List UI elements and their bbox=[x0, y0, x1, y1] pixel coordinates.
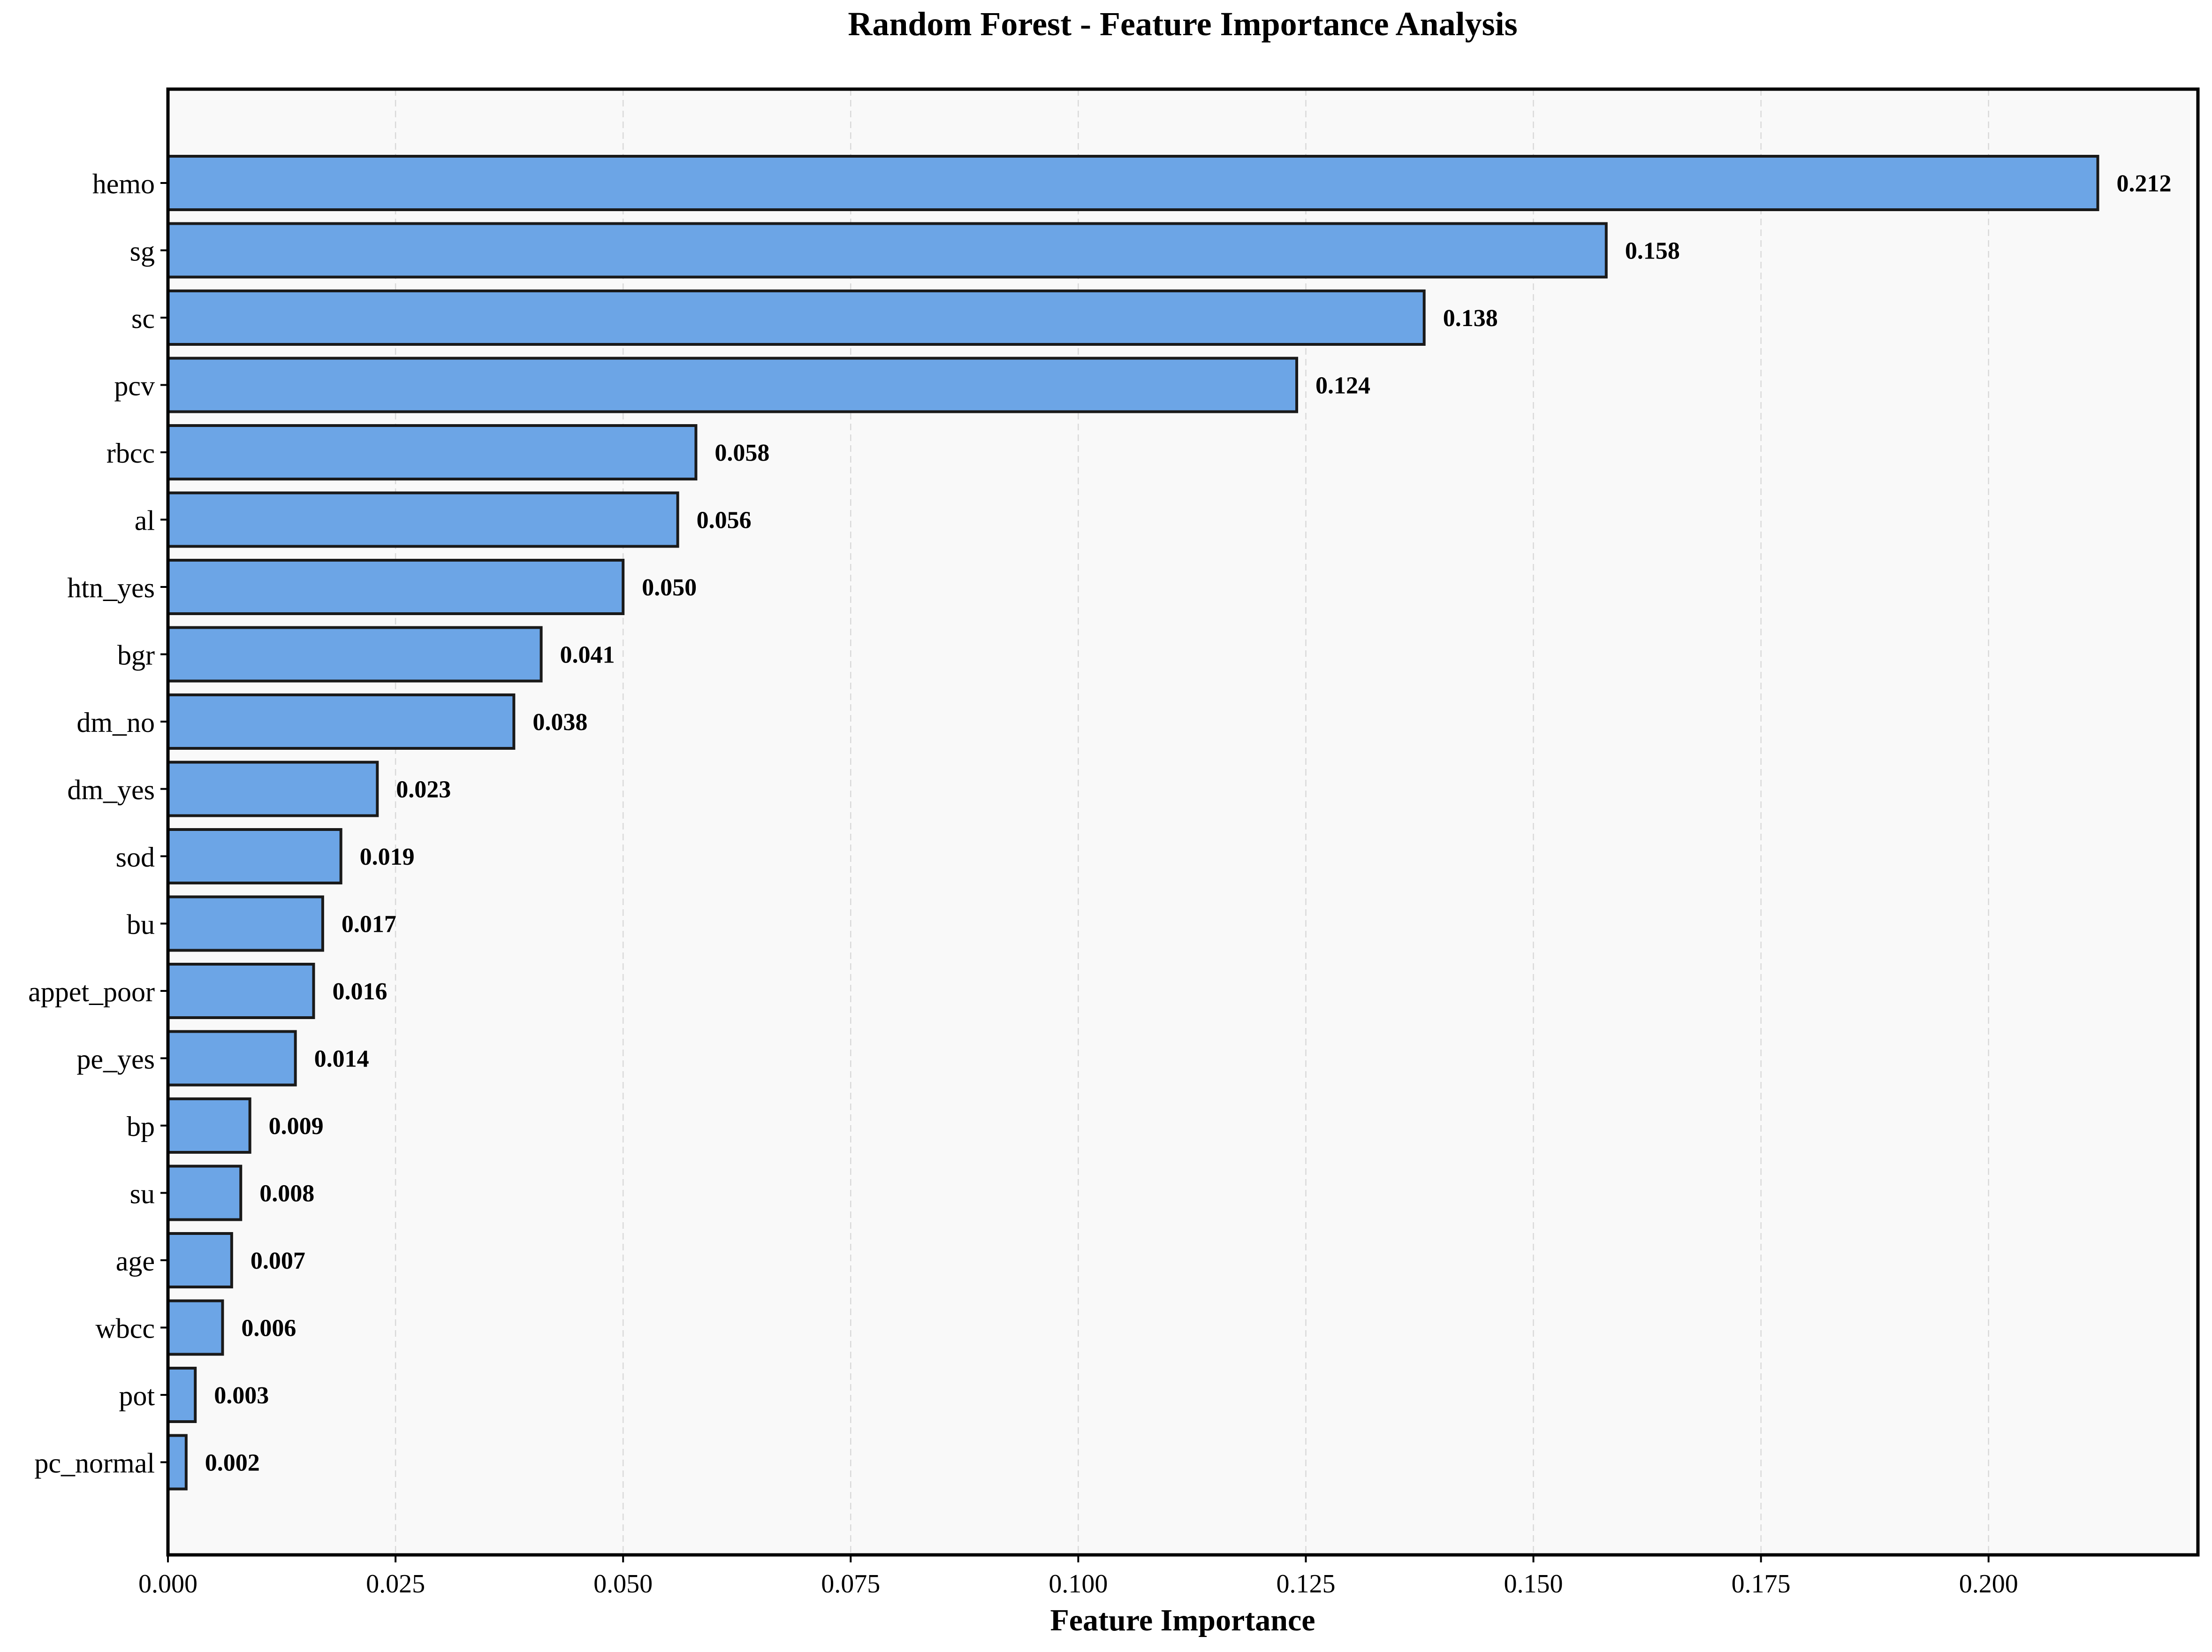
category-label: appet_poor bbox=[28, 976, 155, 1007]
category-label: pcv bbox=[114, 371, 155, 402]
value-label: 0.009 bbox=[269, 1113, 324, 1140]
value-label: 0.138 bbox=[1443, 305, 1498, 332]
bar bbox=[167, 1165, 243, 1221]
x-axis-label: Feature Importance bbox=[1050, 1603, 1315, 1637]
bar bbox=[167, 559, 625, 615]
bar bbox=[167, 289, 1426, 346]
bar bbox=[167, 828, 342, 884]
value-label: 0.007 bbox=[251, 1248, 305, 1274]
x-tick-label: 0.175 bbox=[1732, 1569, 1791, 1599]
category-label: pc_normal bbox=[34, 1448, 155, 1479]
bar bbox=[167, 1030, 297, 1087]
value-label: 0.124 bbox=[1315, 373, 1370, 399]
bar bbox=[167, 963, 315, 1019]
x-tick-label: 0.100 bbox=[1049, 1569, 1108, 1599]
category-label: pe_yes bbox=[76, 1044, 155, 1075]
value-label: 0.014 bbox=[314, 1046, 369, 1073]
bar bbox=[167, 491, 679, 548]
value-label: 0.019 bbox=[360, 844, 415, 870]
bar bbox=[167, 155, 2099, 211]
bar bbox=[167, 1299, 224, 1356]
category-label: dm_no bbox=[76, 707, 155, 738]
value-label: 0.050 bbox=[642, 574, 697, 601]
value-label: 0.006 bbox=[241, 1315, 296, 1342]
value-label: 0.056 bbox=[697, 507, 752, 534]
value-label: 0.041 bbox=[560, 642, 615, 669]
category-label: al bbox=[135, 505, 155, 536]
x-tick-label: 0.025 bbox=[366, 1569, 425, 1599]
category-label: age bbox=[116, 1246, 155, 1277]
value-label: 0.023 bbox=[396, 777, 451, 803]
bar bbox=[167, 1097, 251, 1154]
category-label: htn_yes bbox=[67, 572, 155, 603]
value-label: 0.212 bbox=[2117, 170, 2172, 197]
value-label: 0.058 bbox=[715, 440, 769, 466]
bar bbox=[167, 761, 379, 817]
value-label: 0.003 bbox=[214, 1382, 269, 1409]
x-tick-label: 0.125 bbox=[1276, 1569, 1335, 1599]
value-label: 0.158 bbox=[1625, 238, 1680, 265]
x-tick-label: 0.150 bbox=[1504, 1569, 1563, 1599]
plot-layer: hemo 0.212 sg 0.158 sc 0.138 pcv 0.124 rbcc 0.058… bbox=[28, 87, 2200, 1599]
category-label: bu bbox=[127, 909, 155, 940]
bar bbox=[167, 626, 543, 683]
category-label: su bbox=[130, 1179, 155, 1210]
category-label: rbcc bbox=[106, 438, 155, 469]
value-label: 0.008 bbox=[259, 1180, 314, 1207]
category-label: hemo bbox=[92, 168, 155, 199]
category-label: dm_yes bbox=[67, 775, 155, 806]
bar bbox=[167, 1434, 188, 1491]
x-tick-label: 0.050 bbox=[593, 1569, 653, 1599]
plot-frame bbox=[166, 87, 2200, 1557]
bar bbox=[167, 222, 1608, 279]
bar bbox=[167, 693, 516, 750]
bar bbox=[167, 424, 698, 480]
category-label: sg bbox=[130, 236, 155, 267]
category-label: bgr bbox=[117, 640, 155, 671]
value-label: 0.038 bbox=[532, 709, 587, 736]
chart-title: Random Forest - Feature Importance Analy… bbox=[848, 5, 1517, 43]
value-label: 0.016 bbox=[332, 978, 387, 1005]
category-label: pot bbox=[119, 1380, 155, 1411]
bar bbox=[167, 1232, 233, 1288]
bar bbox=[167, 895, 324, 952]
category-label: wbcc bbox=[95, 1313, 155, 1344]
x-tick-label: 0.200 bbox=[1959, 1569, 2018, 1599]
category-label: sod bbox=[116, 842, 155, 873]
x-tick-label: 0.075 bbox=[821, 1569, 880, 1599]
value-label: 0.017 bbox=[342, 911, 396, 938]
bar bbox=[167, 357, 1299, 413]
category-label: bp bbox=[127, 1111, 155, 1142]
x-tick-label: 0.000 bbox=[138, 1569, 198, 1599]
value-label: 0.002 bbox=[205, 1450, 260, 1477]
bar bbox=[167, 1367, 197, 1423]
category-label: sc bbox=[131, 303, 155, 334]
